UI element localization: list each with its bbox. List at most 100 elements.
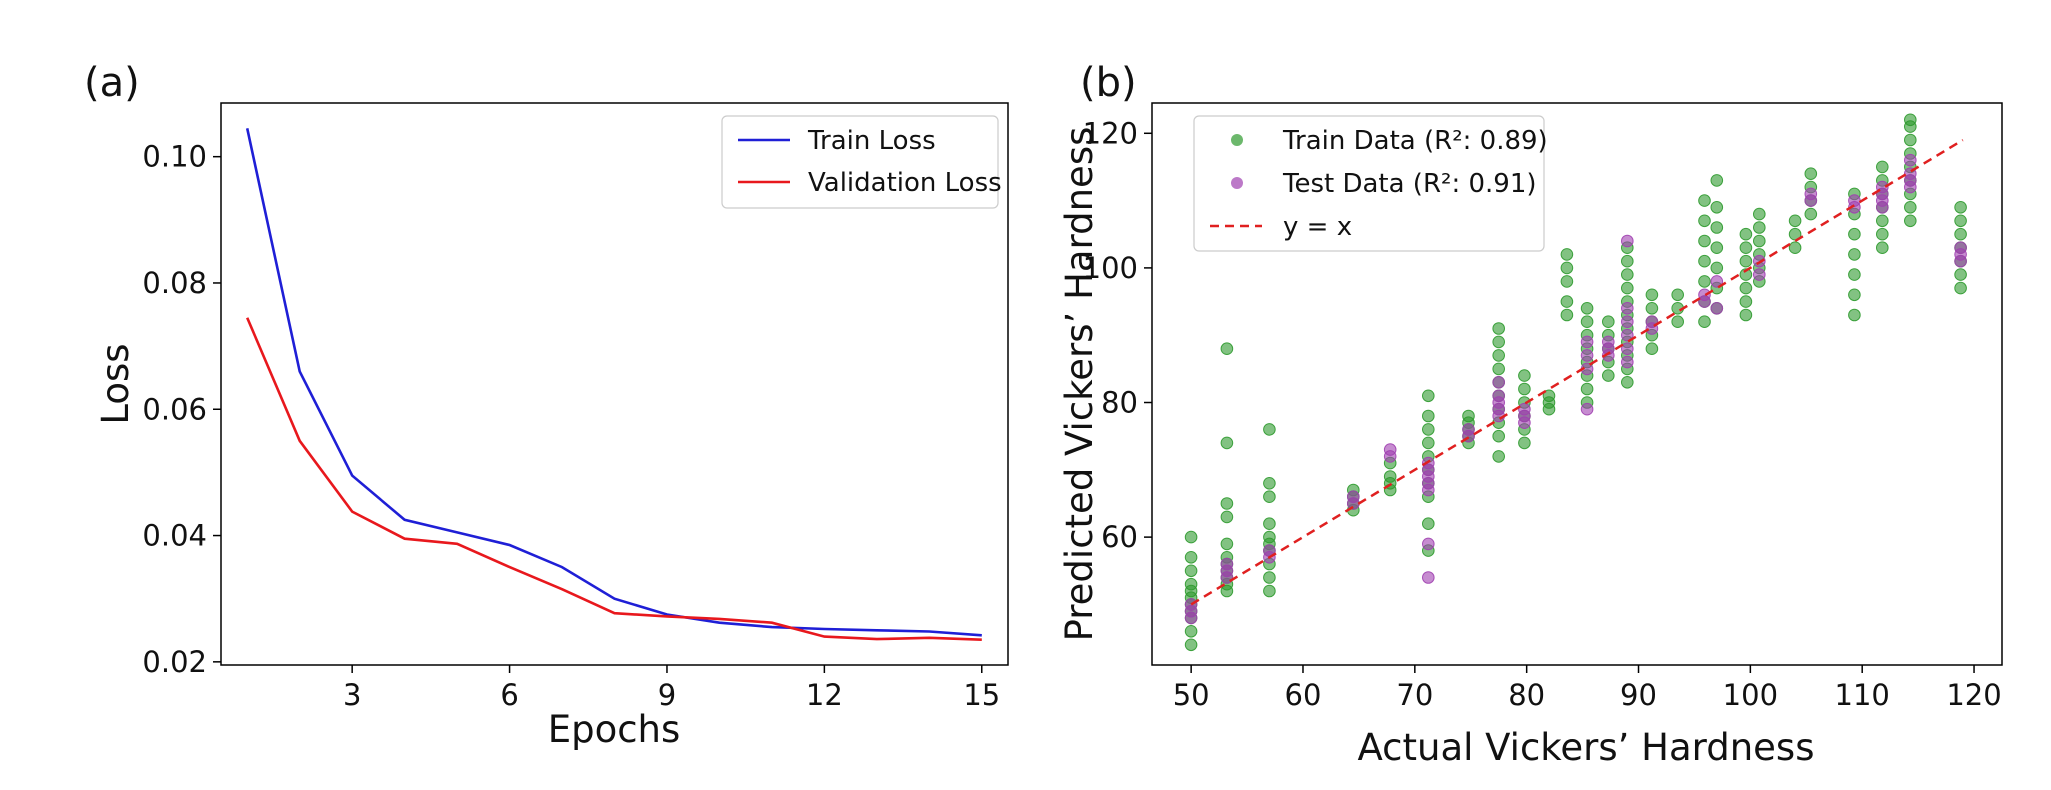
scatter-point-train <box>1602 369 1615 382</box>
scatter-point-train <box>1263 517 1276 531</box>
scatter-point-train <box>1645 302 1659 315</box>
scatter-point-train <box>1645 288 1659 302</box>
scatter-point-train <box>1184 625 1198 638</box>
scatter-point-train <box>1580 382 1594 396</box>
panel-a-legend: Train Loss Validation Loss <box>721 115 1002 209</box>
scatter-point-test <box>1602 335 1615 349</box>
scatter-point-train <box>1184 638 1198 652</box>
scatter-point-train <box>1518 436 1531 450</box>
scatter-point-train <box>1710 261 1724 275</box>
scatter-point-test <box>1422 537 1435 551</box>
scatter-point-train <box>1739 295 1753 308</box>
scatter-point-train <box>1560 275 1574 288</box>
scatter-point-train <box>1876 214 1889 228</box>
scatter-point-train <box>1263 490 1276 504</box>
legend-label-train-loss: Train Loss <box>807 126 936 156</box>
scatter-point-train <box>1848 248 1861 261</box>
panel-b-legend-box <box>1193 115 1545 252</box>
scatter-point-train <box>1904 201 1917 214</box>
legend-marker-test-data <box>1231 177 1243 189</box>
scatter-point-train <box>1739 227 1753 241</box>
x-tick-label: 60 <box>1285 678 1322 712</box>
panel-a-y-axis-label: Loss <box>94 343 137 424</box>
panel-a-series-group <box>245 128 982 641</box>
scatter-point-train <box>1954 201 1967 214</box>
scatter-point-test <box>1954 241 1967 254</box>
scatter-point-train <box>1462 409 1475 423</box>
scatter-point-train <box>1580 302 1594 315</box>
scatter-point-train <box>1263 423 1276 436</box>
scatter-point-train <box>1560 248 1574 261</box>
scatter-point-train <box>1848 288 1861 302</box>
panel-b-label: (b) <box>1080 60 1137 106</box>
legend-marker-train-data <box>1231 134 1243 146</box>
scatter-point-train <box>1621 254 1634 268</box>
scatter-point-train <box>1560 295 1574 308</box>
scatter-point-train <box>1542 389 1556 403</box>
scatter-point-test <box>1184 598 1198 611</box>
legend-label-validation-loss: Validation Loss <box>808 168 1002 198</box>
scatter-point-train <box>1739 254 1753 268</box>
scatter-point-train <box>1954 268 1967 281</box>
legend-label-test-data: Test Data (R²: 0.91) <box>1282 169 1537 199</box>
scatter-point-train <box>1954 227 1967 241</box>
scatter-point-train <box>1220 510 1234 524</box>
scatter-point-test <box>1904 153 1917 167</box>
scatter-point-train <box>1698 315 1711 329</box>
y-tick-label: 80 <box>1101 386 1138 420</box>
scatter-point-train <box>1876 227 1889 241</box>
scatter-point-test <box>1492 376 1505 389</box>
scatter-point-train <box>1876 241 1889 254</box>
x-tick-label: 9 <box>658 678 676 712</box>
panel-a-y-ticks: 0.02 0.04 0.06 0.08 0.10 <box>142 140 221 679</box>
x-tick-label: 50 <box>1173 678 1210 712</box>
scatter-point-train <box>1220 497 1234 510</box>
scatter-point-train <box>1710 174 1724 187</box>
scatter-point-train <box>1560 308 1574 322</box>
scatter-point-test <box>1621 342 1634 356</box>
scatter-point-train <box>1422 517 1435 531</box>
scatter-point-train <box>1560 261 1574 275</box>
scatter-point-train <box>1422 409 1435 423</box>
panel-a-plot-frame <box>220 102 1009 666</box>
panel-a-legend-box <box>721 115 999 209</box>
scatter-point-test <box>1621 355 1634 369</box>
scatter-point-train <box>1602 315 1615 329</box>
scatter-point-test <box>1518 402 1531 416</box>
scatter-point-test <box>1462 423 1475 436</box>
scatter-point-train <box>1671 288 1684 302</box>
legend-label-identity-line: y = x <box>1283 212 1352 242</box>
scatter-point-train <box>1220 436 1234 450</box>
x-tick-label: 70 <box>1396 678 1433 712</box>
scatter-point-train <box>1698 275 1711 288</box>
scatter-point-train <box>1710 221 1724 234</box>
scatter-point-test <box>1698 288 1711 302</box>
scatter-point-train <box>1753 234 1766 248</box>
scatter-point-test <box>1710 302 1724 315</box>
panel-b-points-group <box>1184 113 1967 652</box>
scatter-point-train <box>1621 281 1634 295</box>
scatter-point-train <box>1804 167 1818 180</box>
scatter-point-train <box>1184 530 1198 544</box>
scatter-point-test <box>1580 349 1594 362</box>
x-tick-label: 90 <box>1620 678 1657 712</box>
panel-b-hardness-scatter: (b) 50 60 70 80 90 100 110 120 60 80 100 120 Actua… <box>1058 60 2003 769</box>
scatter-point-train <box>1710 201 1724 214</box>
scatter-point-test <box>1621 234 1634 248</box>
scatter-point-test <box>1492 389 1505 403</box>
scatter-point-train <box>1788 214 1802 228</box>
scatter-point-train <box>1621 376 1634 389</box>
y-tick-label: 60 <box>1101 520 1138 554</box>
y-tick-label: 0.10 <box>142 140 207 174</box>
scatter-point-train <box>1788 241 1802 254</box>
scatter-point-test <box>1848 194 1861 207</box>
scatter-point-train <box>1492 429 1505 443</box>
x-tick-label: 6 <box>500 678 518 712</box>
panel-b-x-ticks: 50 60 70 80 90 100 110 120 <box>1173 665 2002 712</box>
scatter-point-train <box>1954 214 1967 228</box>
y-tick-label: 120 <box>1083 116 1138 150</box>
scatter-point-train <box>1848 227 1861 241</box>
scatter-point-test <box>1580 402 1594 416</box>
scatter-point-train <box>1698 234 1711 248</box>
scatter-point-test <box>1710 275 1724 288</box>
